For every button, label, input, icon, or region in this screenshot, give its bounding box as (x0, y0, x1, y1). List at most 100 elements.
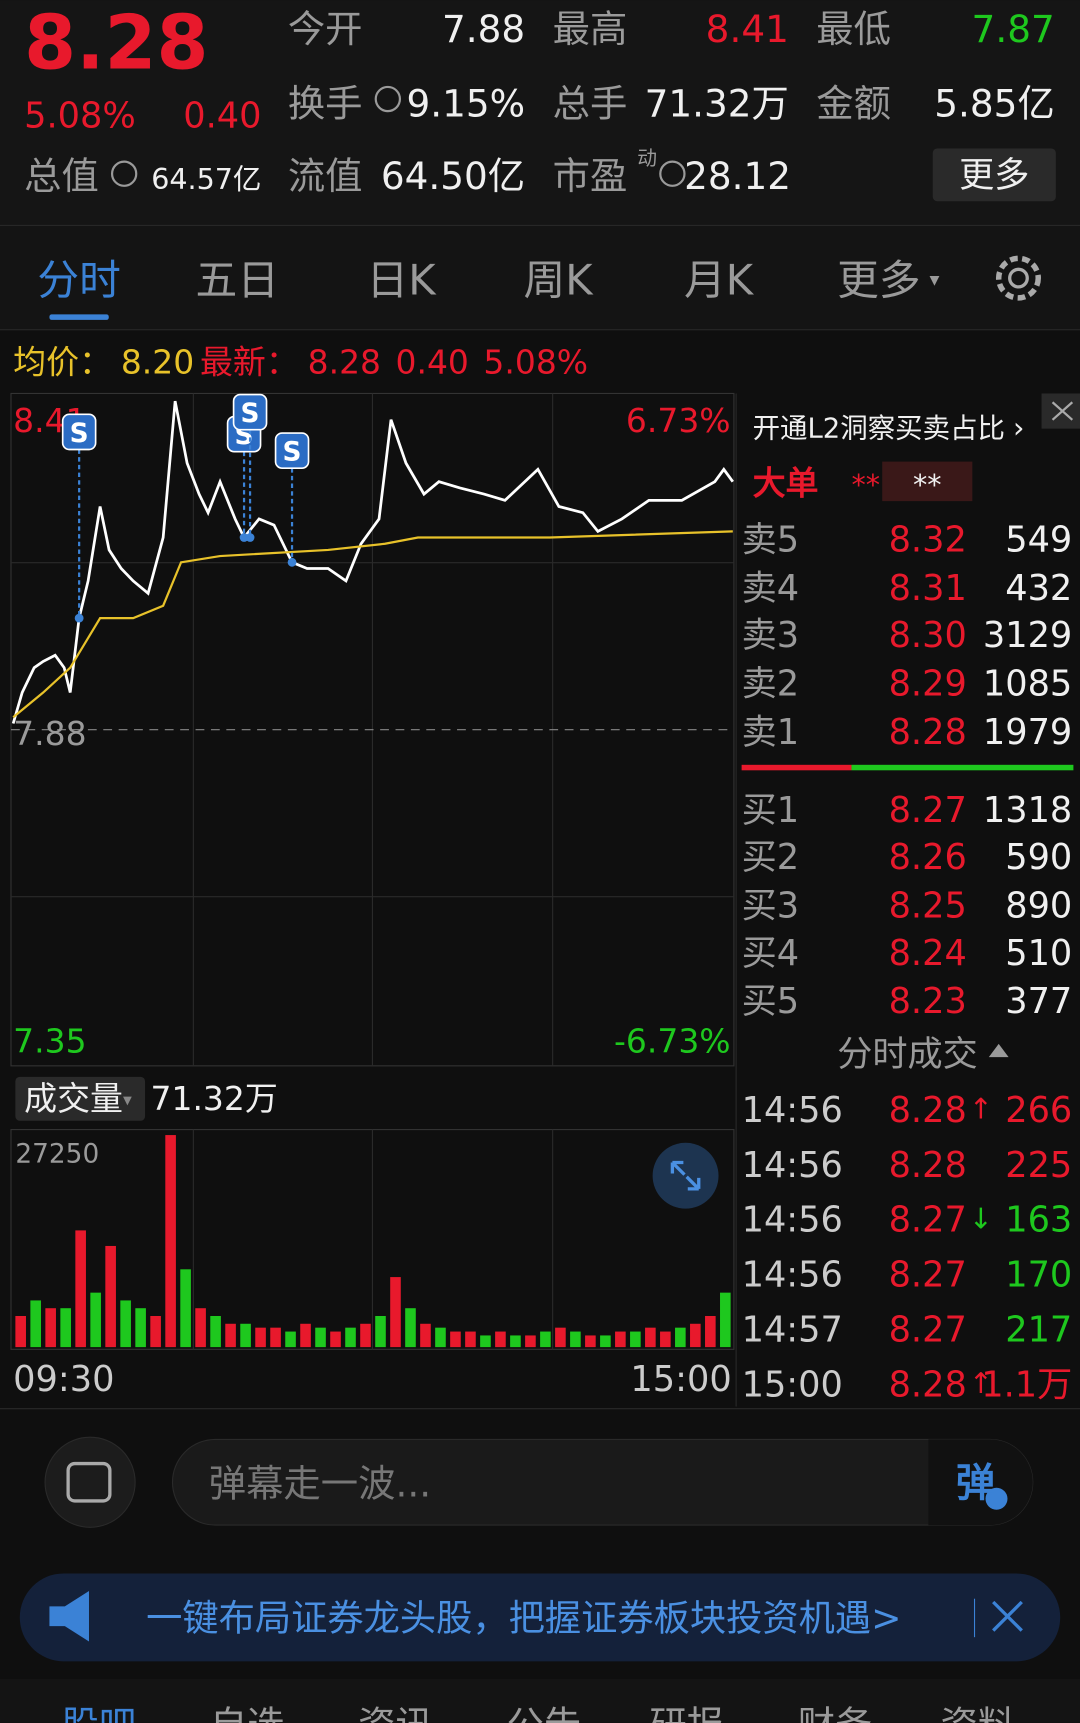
y-tick-label: 27250 (15, 1140, 99, 1170)
volume-bar (345, 1327, 356, 1348)
expand-button[interactable] (652, 1142, 719, 1209)
volume-bar (660, 1331, 671, 1348)
trade-price: 8.27 (889, 1200, 967, 1241)
more-button-label: 更多 (959, 155, 1029, 196)
signal-badge[interactable] (61, 413, 97, 451)
volume-bar (480, 1335, 491, 1348)
volume-bar (510, 1335, 521, 1348)
banner-close[interactable] (992, 1600, 1023, 1632)
volume-bar (690, 1323, 701, 1348)
nav-item[interactable]: 资讯 (358, 1703, 433, 1723)
average-line (12, 530, 733, 719)
change: 0.40 (183, 96, 261, 137)
volume-bar (45, 1308, 56, 1348)
l2-link[interactable]: 开通L2洞察买卖占比 (753, 413, 1005, 444)
tab[interactable]: 分时 (37, 256, 120, 305)
volume-bar (75, 1230, 86, 1348)
avg-label: 均价： (13, 343, 112, 382)
tab[interactable]: 周K (524, 256, 595, 305)
volume-selector[interactable] (15, 1076, 146, 1121)
banner[interactable] (19, 1573, 1061, 1662)
tab[interactable]: 月K (684, 256, 755, 305)
trades-title: 分时成交 (837, 1034, 978, 1075)
field-value: 7.88 (442, 7, 525, 51)
trade-volume: 170 (1005, 1255, 1072, 1296)
send-area[interactable] (928, 1439, 1033, 1526)
info-icon[interactable] (659, 160, 686, 187)
volume-bar (720, 1292, 731, 1348)
level-label: 买5 (742, 981, 800, 1022)
volume-bar (615, 1331, 626, 1348)
sort-icon (988, 1043, 1009, 1058)
level-label: 买2 (742, 837, 800, 878)
signal-dot (287, 557, 297, 567)
big-order-label: 大单 (753, 464, 819, 503)
volume-bar (120, 1300, 131, 1348)
settings-icon[interactable] (995, 255, 1041, 301)
level-label: 买1 (742, 790, 800, 831)
trade-price: 8.28 (889, 1365, 967, 1406)
tab-bar (0, 225, 1080, 330)
level-price: 8.24 (889, 933, 967, 974)
field-value: 9.15% (407, 82, 526, 126)
volume-bar (300, 1323, 311, 1348)
nav-item[interactable]: 自选 (210, 1703, 285, 1723)
volume-bar (315, 1327, 326, 1348)
level-volume: 377 (1005, 981, 1072, 1022)
volume-bar (405, 1308, 416, 1348)
volume-bar (150, 1315, 161, 1348)
speaker-icon (49, 1591, 89, 1642)
trade-time: 14:56 (742, 1090, 843, 1131)
level-label: 卖1 (742, 712, 800, 753)
trade-price: 8.27 (889, 1310, 967, 1351)
field-value: 5.85亿 (934, 82, 1055, 126)
send-label[interactable]: 弹 (956, 1461, 996, 1507)
trade-price: 8.28 (889, 1090, 967, 1131)
tab[interactable]: 更多 (837, 256, 920, 305)
change-pct: 5.08% (24, 96, 136, 137)
tab[interactable]: 日K (366, 256, 437, 305)
volume-bar (555, 1327, 566, 1348)
nav-item[interactable]: 研报 (649, 1703, 724, 1723)
volume-bar (705, 1315, 716, 1348)
check-icon (985, 1487, 1008, 1510)
level-price: 8.29 (889, 664, 967, 705)
tab[interactable]: 五日 (196, 256, 279, 305)
volume-bar (165, 1135, 176, 1348)
volume-bar (240, 1323, 251, 1348)
info-icon[interactable] (110, 160, 138, 187)
pe-superscript: 动 (637, 147, 657, 170)
level-label: 卖2 (742, 664, 800, 705)
level-label: 买3 (742, 886, 800, 927)
signal-badge[interactable] (274, 432, 310, 469)
volume-bar (600, 1335, 611, 1348)
signal-badge[interactable] (232, 393, 268, 431)
price-line (11, 400, 734, 724)
notes-button[interactable] (44, 1436, 136, 1528)
info-icon[interactable] (374, 85, 402, 113)
field-value: 8.41 (706, 7, 789, 51)
nav-item[interactable]: 股吧 (62, 1703, 137, 1723)
volume-bar (540, 1331, 551, 1348)
pct-label: 6.73% (626, 401, 731, 440)
level-volume: 590 (1005, 837, 1072, 878)
volume-total: 71.32万 (151, 1079, 278, 1118)
nav-item[interactable]: 公告 (507, 1703, 582, 1723)
pct-label: -6.73% (614, 1022, 731, 1061)
big-order-value: ** (913, 468, 942, 502)
ask-ratio-bar (741, 764, 852, 771)
volume-bar (195, 1308, 206, 1348)
latest-label: 最新： (200, 343, 299, 382)
level-price: 8.23 (889, 981, 967, 1022)
trade-price: 8.28 (889, 1145, 967, 1186)
more-button[interactable] (932, 148, 1056, 202)
field-value: 64.57亿 (151, 162, 261, 196)
nav-item[interactable]: 财务 (798, 1703, 873, 1723)
volume-bar (210, 1315, 221, 1348)
level-volume: 432 (1005, 568, 1072, 609)
level-volume: 1085 (983, 664, 1072, 705)
nav-item[interactable]: 资料 (940, 1703, 1015, 1723)
level-price: 8.30 (889, 615, 967, 656)
field-label: 金额 (816, 82, 891, 126)
level-volume: 3129 (983, 615, 1072, 656)
